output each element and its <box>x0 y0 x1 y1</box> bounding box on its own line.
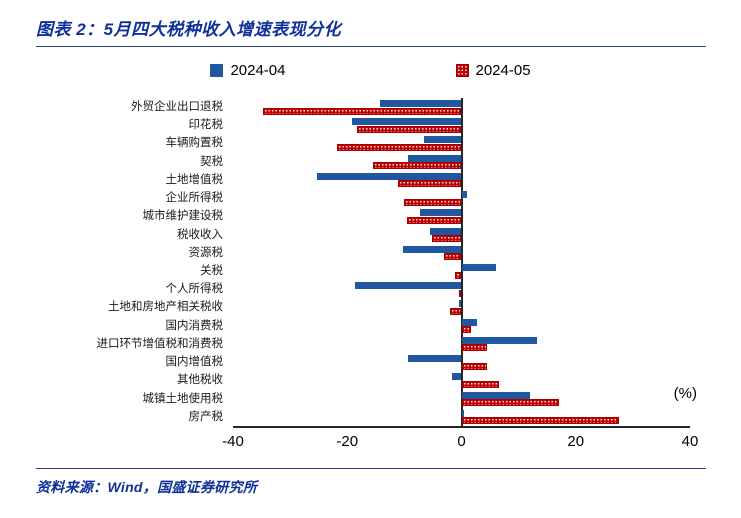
legend-swatch-blue-icon <box>210 63 224 77</box>
category-label: 个人所得税 <box>165 283 224 296</box>
legend-label-2024-04: 2024-04 <box>230 61 286 79</box>
bar-2024-04 <box>461 191 468 199</box>
category-label: 关税 <box>200 265 223 277</box>
bar-2024-04 <box>351 118 462 126</box>
bar-2024-05 <box>461 326 472 334</box>
bar-2024-04 <box>429 227 462 235</box>
bar-2024-04 <box>407 355 462 363</box>
source-note: 资料来源：Wind，国盛证券研究所 <box>36 479 258 495</box>
plot-area <box>233 98 690 428</box>
category-label: 税收收入 <box>177 228 223 241</box>
bar-2024-05 <box>356 125 462 133</box>
chart-title: 图表 2：5月四大税种收入增速表现分化 <box>36 20 342 39</box>
category-label: 国内增值税 <box>165 356 224 369</box>
bar-2024-05 <box>431 235 462 243</box>
bar-2024-04 <box>451 373 462 381</box>
bar-2024-04 <box>402 245 462 253</box>
title-divider <box>36 46 706 47</box>
legend-swatch-red-icon <box>455 63 469 77</box>
category-label: 车辆购置税 <box>165 137 224 150</box>
category-label: 外贸企业出口退税 <box>131 101 223 113</box>
category-label: 其他税收 <box>177 374 223 387</box>
legend-label-2024-05: 2024-05 <box>475 61 531 79</box>
chart-legend: 2024-04 2024-05 <box>0 60 741 80</box>
category-label: 企业所得税 <box>165 192 224 205</box>
bar-2024-05 <box>461 362 487 370</box>
bar-2024-04 <box>379 100 462 107</box>
bar-2024-05 <box>458 289 462 297</box>
category-label: 城镇土地使用税 <box>142 392 224 405</box>
bar-2024-04 <box>461 318 478 326</box>
bar-2024-05 <box>406 216 462 224</box>
bar-2024-05 <box>461 417 620 425</box>
bar-2024-04 <box>461 264 497 271</box>
category-label: 契税 <box>200 155 223 168</box>
bar-2024-05 <box>461 399 560 407</box>
bar-2024-04 <box>354 282 462 290</box>
bar-2024-04 <box>419 209 462 217</box>
category-label: 进口环节增值税和消费税 <box>96 337 224 350</box>
bar-2024-05 <box>449 307 462 315</box>
bar-2024-05 <box>403 198 462 206</box>
bar-2024-05 <box>454 271 462 279</box>
bar-2024-05 <box>372 162 462 170</box>
bar-2024-05 <box>461 380 500 388</box>
category-label: 资源税 <box>188 246 224 259</box>
bar-2024-05 <box>444 253 462 261</box>
bar-2024-04 <box>316 172 462 180</box>
zero-axis-line <box>460 98 463 426</box>
category-label: 国内消费税 <box>165 319 224 332</box>
legend-item-2024-04: 2024-04 <box>210 61 286 79</box>
x-tick-label: 40 <box>681 433 699 450</box>
legend-item-2024-05: 2024-05 <box>455 61 531 79</box>
category-label: 房产税 <box>188 410 224 423</box>
footer-divider <box>36 468 706 469</box>
bar-2024-04 <box>461 336 538 344</box>
bar-2024-04 <box>461 391 531 399</box>
category-label: 城市维护建设税 <box>142 210 224 223</box>
x-tick-label: -40 <box>222 433 244 450</box>
x-tick-label: 20 <box>567 433 585 450</box>
x-axis-tick-labels: -40 -20 0 20 40 <box>222 433 698 451</box>
bar-2024-05 <box>397 180 462 188</box>
category-label: 土地和房地产相关税收 <box>108 301 223 314</box>
x-tick-label: -20 <box>336 433 359 450</box>
x-tick-label: 0 <box>457 433 466 450</box>
category-label: 印花税 <box>188 119 224 132</box>
bar-2024-04 <box>461 409 465 417</box>
bar-2024-04 <box>424 136 462 144</box>
bar-2024-05 <box>263 107 462 115</box>
unit-label: (%) <box>673 385 697 402</box>
bar-2024-04 <box>458 300 462 308</box>
category-labels-column: 外贸企业出口退税印花税车辆购置税契税土地增值税企业所得税城市维护建设税税收收入资… <box>0 98 229 426</box>
category-label: 土地增值税 <box>165 173 224 186</box>
bar-2024-05 <box>336 143 462 151</box>
bar-2024-05 <box>461 344 487 352</box>
bar-2024-04 <box>407 154 462 162</box>
